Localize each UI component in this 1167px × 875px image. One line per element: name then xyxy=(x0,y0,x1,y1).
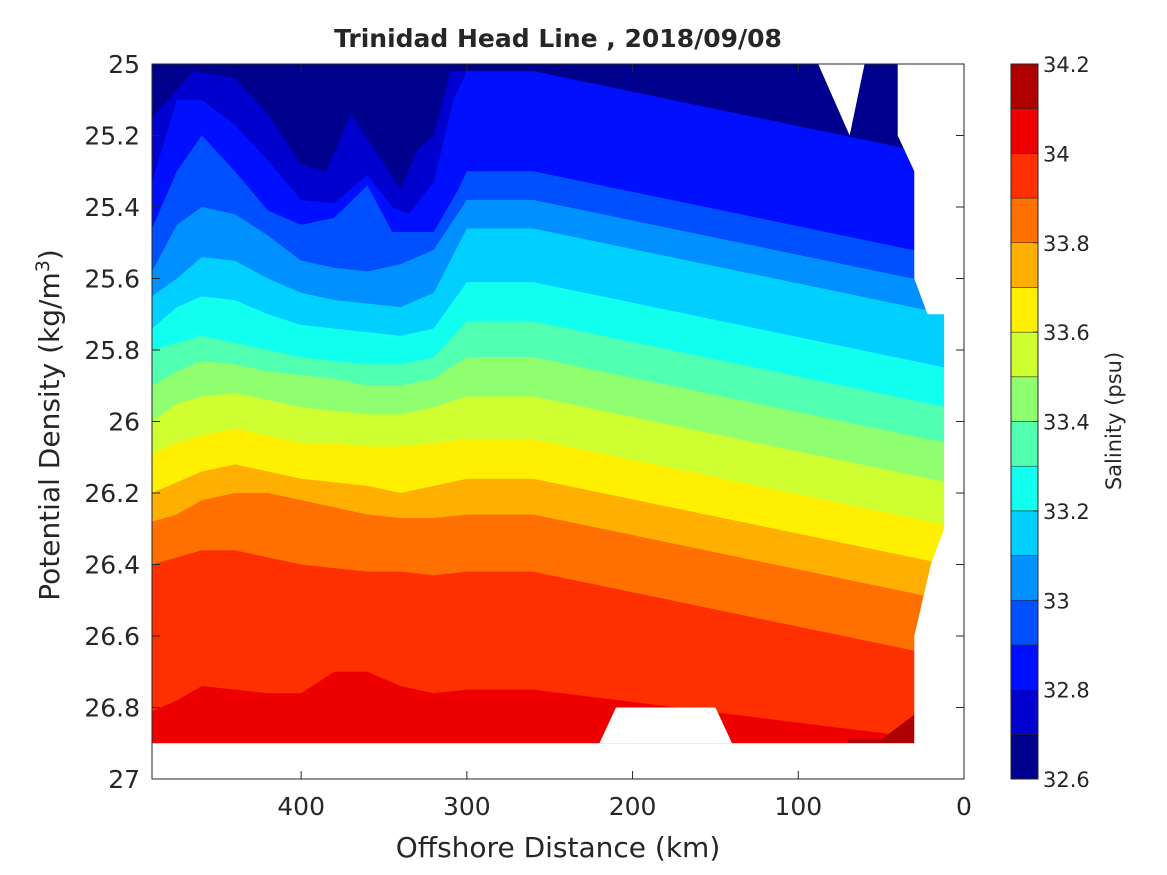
colorbar-segment xyxy=(1010,421,1039,467)
missing-data-mask-top-right xyxy=(818,64,865,136)
colorbar-segment xyxy=(1010,242,1039,288)
y-axis-label: Potential Density (kg/m3) xyxy=(32,249,66,601)
y-tick-label: 25.8 xyxy=(84,336,140,365)
colorbar-segment xyxy=(1010,376,1039,422)
colorbar: 32.6 32.8 33 33.2 33.4 33.6 33.8 34 34.2 xyxy=(1010,53,1090,792)
y-tick-label: 25 xyxy=(108,50,140,79)
colorbar-segment xyxy=(1010,734,1039,780)
colorbar-segment xyxy=(1010,600,1039,646)
colorbar-tick-label: 33.8 xyxy=(1043,232,1090,256)
colorbar-label: Salinity (psu) xyxy=(1102,352,1126,490)
chart-title: Trinidad Head Line , 2018/09/08 xyxy=(334,24,782,53)
x-tick-label: 400 xyxy=(277,792,325,821)
colorbar-segment xyxy=(1010,331,1039,378)
y-tick-label: 25.4 xyxy=(84,193,140,222)
colorbar-segment xyxy=(1010,510,1039,556)
missing-data-mask-right xyxy=(897,64,964,779)
colorbar-tick-label: 32.8 xyxy=(1043,679,1090,703)
colorbar-tick-label: 33.4 xyxy=(1043,411,1090,435)
salinity-field xyxy=(152,64,964,779)
colorbar-segment xyxy=(1010,153,1039,199)
colorbar-segment xyxy=(1010,689,1039,735)
y-axis: 25 25.2 25.4 25.6 25.8 26 26.2 26.4 26.6 26.8 27 xyxy=(84,50,964,794)
x-tick-label: 300 xyxy=(443,792,491,821)
y-tick-label: 26 xyxy=(108,408,140,437)
colorbar-segment xyxy=(1010,108,1039,154)
colorbar-tick-label: 33 xyxy=(1043,589,1070,613)
y-tick-label: 25.6 xyxy=(84,265,140,294)
y-axis-label-superscript: 3 xyxy=(32,260,54,272)
colorbar-segment xyxy=(1010,197,1039,243)
colorbar-tick-label: 33.2 xyxy=(1043,500,1090,524)
colorbar-segment xyxy=(1010,63,1039,109)
colorbar-segment xyxy=(1010,644,1039,690)
y-axis-label-close: ) xyxy=(33,249,66,260)
colorbar-tick-label: 32.6 xyxy=(1043,768,1090,792)
band-fill-above-34 xyxy=(152,671,964,744)
y-tick-label: 25.2 xyxy=(84,122,140,151)
colorbar-segment xyxy=(1010,465,1039,512)
y-tick-label: 26.8 xyxy=(84,694,140,723)
colorbar-segment xyxy=(1010,287,1039,333)
missing-data-mask-bottom-gap xyxy=(599,707,732,744)
colorbar-tick-label: 33.6 xyxy=(1043,321,1090,345)
colorbar-tick-label: 34.2 xyxy=(1043,53,1090,77)
y-tick-label: 27 xyxy=(108,765,140,794)
colorbar-tick-label: 34 xyxy=(1043,142,1070,166)
x-axis-label: Offshore Distance (km) xyxy=(396,831,721,864)
y-tick-label: 26.6 xyxy=(84,622,140,651)
missing-data-mask-bottom xyxy=(152,743,964,779)
x-tick-label: 200 xyxy=(609,792,657,821)
y-axis-label-text: Potential Density (kg/m xyxy=(33,272,66,601)
y-tick-label: 26.2 xyxy=(84,479,140,508)
x-tick-label: 100 xyxy=(774,792,822,821)
colorbar-segment xyxy=(1010,555,1039,601)
x-tick-label: 0 xyxy=(956,792,972,821)
y-tick-label: 26.4 xyxy=(84,551,140,580)
x-axis: 400 300 200 100 0 xyxy=(277,64,972,821)
